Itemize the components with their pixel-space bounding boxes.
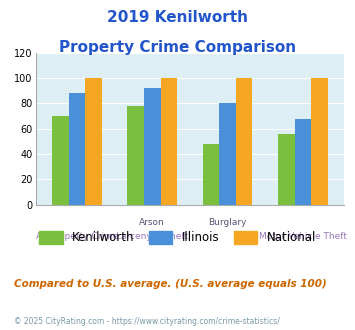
Text: Arson: Arson bbox=[140, 218, 165, 227]
Bar bbox=[144, 88, 160, 205]
Bar bbox=[203, 144, 219, 205]
Text: Motor Vehicle Theft: Motor Vehicle Theft bbox=[259, 232, 347, 241]
Bar bbox=[85, 78, 102, 205]
Text: 2019 Kenilworth: 2019 Kenilworth bbox=[107, 10, 248, 25]
Bar bbox=[311, 78, 328, 205]
Bar bbox=[295, 118, 311, 205]
Legend: Kenilworth, Illinois, National: Kenilworth, Illinois, National bbox=[34, 226, 321, 249]
Bar bbox=[160, 78, 177, 205]
Bar bbox=[127, 106, 144, 205]
Bar bbox=[219, 103, 236, 205]
Text: Burglary: Burglary bbox=[208, 218, 247, 227]
Bar bbox=[278, 134, 295, 205]
Text: Property Crime Comparison: Property Crime Comparison bbox=[59, 40, 296, 54]
Bar bbox=[52, 116, 69, 205]
Text: © 2025 CityRating.com - https://www.cityrating.com/crime-statistics/: © 2025 CityRating.com - https://www.city… bbox=[14, 317, 280, 326]
Text: Larceny & Theft: Larceny & Theft bbox=[116, 232, 188, 241]
Text: Compared to U.S. average. (U.S. average equals 100): Compared to U.S. average. (U.S. average … bbox=[14, 279, 327, 289]
Text: All Property Crime: All Property Crime bbox=[36, 232, 118, 241]
Bar bbox=[69, 93, 85, 205]
Bar bbox=[236, 78, 252, 205]
